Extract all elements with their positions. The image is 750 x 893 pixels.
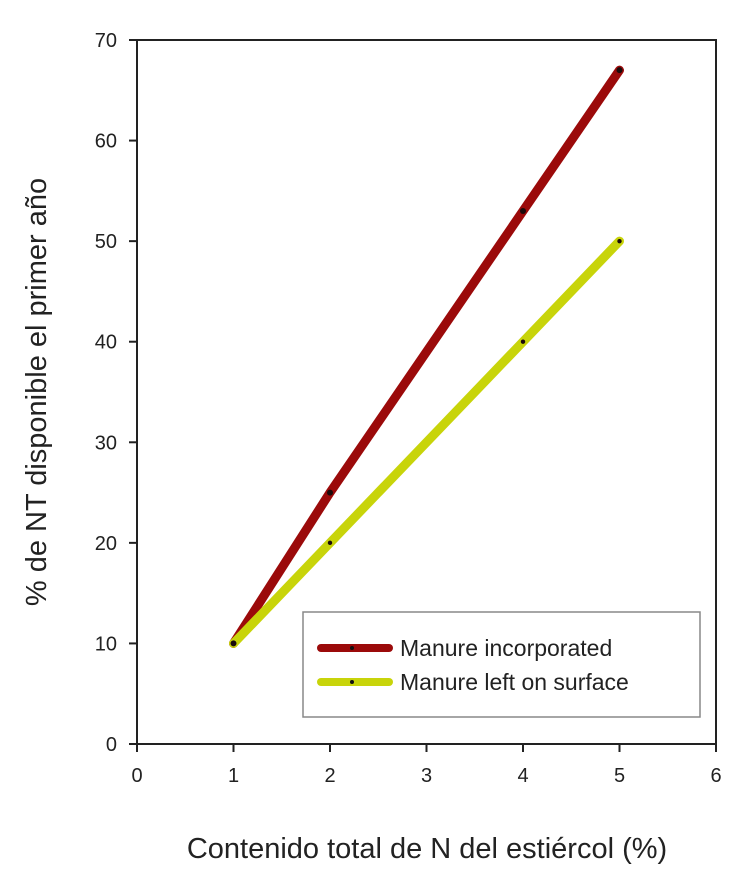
x-tick-label: 3 [421, 765, 432, 787]
y-tick-label: 70 [95, 30, 117, 52]
data-point [327, 489, 333, 496]
data-point [520, 207, 526, 214]
y-tick-label: 60 [95, 131, 117, 153]
x-axis-label: Contenido total de N del estiércol (%) [187, 833, 667, 865]
data-point [327, 540, 333, 546]
data-point [520, 339, 526, 344]
y-tick-label: 20 [95, 533, 117, 555]
legend-label: Manure left on surface [400, 669, 629, 695]
data-point [616, 67, 623, 74]
legend-marker [350, 680, 354, 684]
series-line-surface [229, 236, 624, 648]
x-tick-label: 1 [228, 765, 239, 787]
x-tick-label: 6 [710, 765, 721, 787]
y-tick-label: 0 [106, 734, 117, 756]
y-tick-label: 30 [95, 432, 117, 454]
y-axis-label: % de NT disponible el primer año [21, 178, 53, 606]
x-tick-label: 2 [324, 765, 335, 787]
legend-label: Manure incorporated [400, 635, 612, 661]
x-tick-label: 0 [131, 765, 142, 787]
y-tick-label: 10 [95, 633, 117, 655]
legend-marker [350, 646, 354, 650]
series-line-incorporated [229, 65, 624, 648]
legend-box [302, 611, 701, 718]
data-point [617, 238, 622, 244]
x-tick-label: 5 [614, 765, 625, 787]
y-tick-label: 50 [95, 231, 117, 253]
y-tick-label: 40 [95, 332, 117, 354]
x-tick-label: 4 [517, 765, 528, 787]
data-point [231, 641, 236, 646]
legend: Manure incorporated Manure left on surfa… [302, 611, 701, 718]
